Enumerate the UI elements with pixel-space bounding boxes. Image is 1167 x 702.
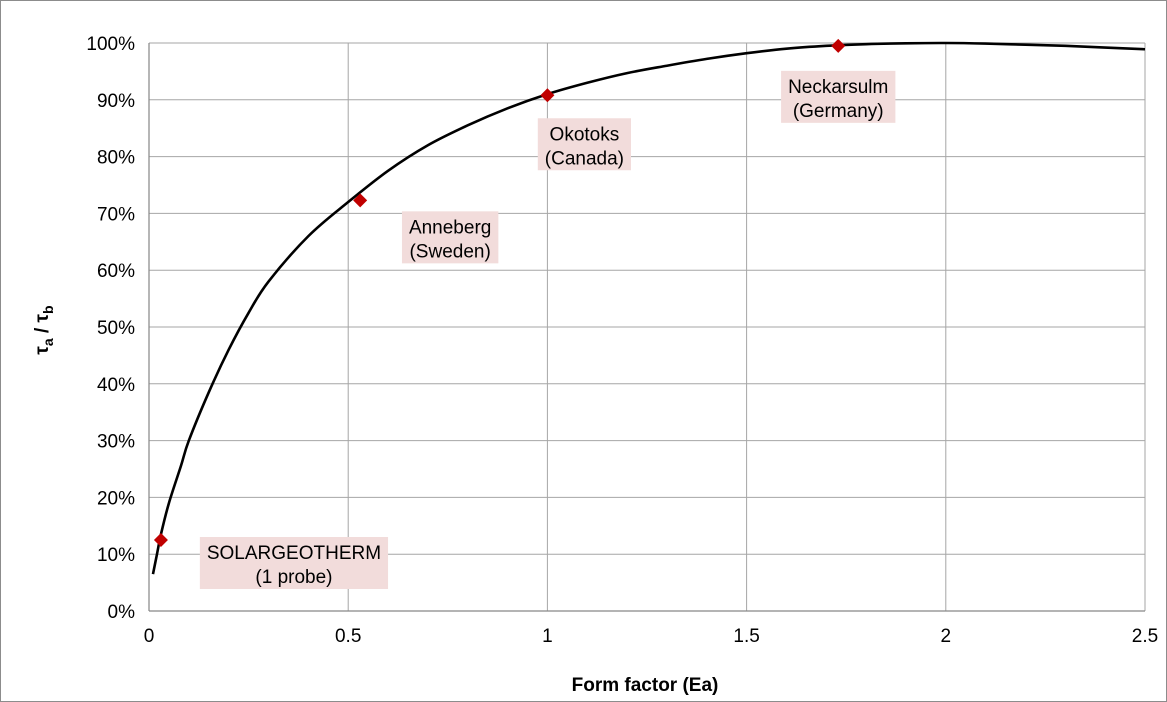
point-label-line1: SOLARGEOTHERM	[207, 543, 381, 564]
x-tick-label: 2	[941, 626, 952, 647]
y-tick-label: 90%	[97, 91, 135, 112]
x-tick-label: 1.5	[733, 626, 759, 647]
y-tick-label: 80%	[97, 148, 135, 169]
data-point-marker	[353, 193, 368, 208]
point-label-line1: Okotoks	[550, 124, 620, 145]
data-point-marker	[540, 88, 555, 103]
x-tick-label: 0	[144, 626, 155, 647]
point-label: Anneberg (Sweden)	[401, 211, 499, 264]
point-label-box	[199, 537, 389, 589]
data-point-marker	[831, 38, 846, 53]
data-markers	[153, 38, 846, 547]
x-axis-title: Form factor (Ea)	[572, 675, 719, 696]
y-tick-label: 30%	[97, 432, 135, 453]
y-tick-label: 0%	[108, 602, 136, 623]
y-tick-label: 50%	[97, 318, 135, 339]
point-label-box	[781, 70, 896, 123]
point-label-line2: (Germany)	[793, 101, 884, 122]
x-tick-label: 1	[542, 626, 553, 647]
point-label-line1: Anneberg	[409, 217, 491, 238]
point-label: SOLARGEOTHERM (1 probe)	[199, 537, 389, 589]
grid	[148, 42, 1146, 612]
y-axis-title: τa / τb	[32, 305, 56, 354]
point-label-line2: (Sweden)	[409, 241, 490, 262]
point-label-line1: Neckarsulm	[788, 77, 888, 98]
x-tick-label: 2.5	[1132, 626, 1158, 647]
x-tick-label: 0.5	[335, 626, 361, 647]
y-tick-label: 60%	[97, 261, 135, 282]
x-tick-labels: 0 0.5 1 1.5 2 2.5	[144, 626, 1159, 647]
point-label: Neckarsulm (Germany)	[781, 70, 896, 123]
y-tick-label: 10%	[97, 545, 135, 566]
point-label-box	[537, 118, 632, 171]
point-label: Okotoks (Canada)	[537, 118, 632, 171]
y-tick-label: 100%	[86, 34, 135, 55]
point-label-box	[401, 211, 499, 264]
y-tick-labels: 0% 10% 20% 30% 40% 50% 60% 70% 80% 90% 100%	[86, 34, 135, 623]
y-tick-label: 20%	[97, 488, 135, 509]
point-label-line2: (Canada)	[545, 148, 624, 169]
annotations: SOLARGEOTHERM (1 probe) Anneberg (Sweden) Ok…	[199, 70, 896, 589]
series-curve	[151, 41, 1146, 575]
data-point-marker	[153, 533, 168, 547]
y-tick-label: 40%	[97, 375, 135, 396]
y-tick-label: 70%	[97, 204, 135, 225]
point-label-line2: (1 probe)	[255, 567, 332, 588]
